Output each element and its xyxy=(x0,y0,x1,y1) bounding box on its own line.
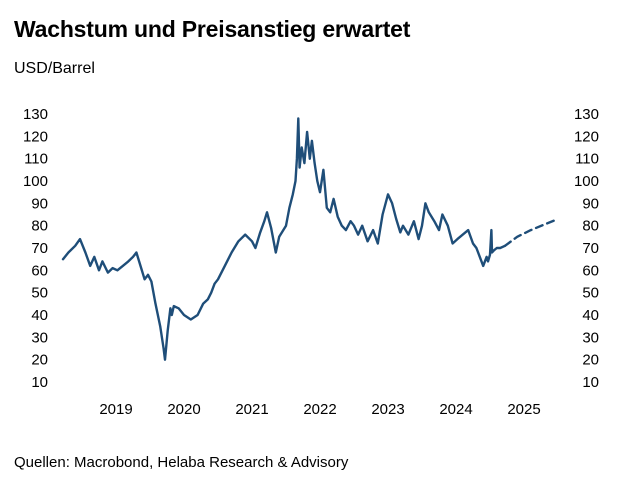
y-tick-label-left: 100 xyxy=(23,173,48,190)
y-tick-label-left: 20 xyxy=(31,352,48,369)
chart-subtitle: USD/Barrel xyxy=(14,60,95,77)
y-tick-label-right: 30 xyxy=(582,329,599,346)
y-tick-label-right: 120 xyxy=(574,128,599,145)
y-tick-label-left: 30 xyxy=(31,329,48,346)
y-tick-label-left: 120 xyxy=(23,128,48,145)
y-tick-label-left: 130 xyxy=(23,106,48,123)
y-tick-label-right: 50 xyxy=(582,285,599,302)
price-line xyxy=(61,117,507,361)
y-tick-label-left: 90 xyxy=(31,195,48,212)
chart-title: Wachstum und Preisanstieg erwartet xyxy=(14,16,411,42)
y-axis-left: 10 20 30 40 50 60 70 80 90 100 110 120 130 xyxy=(23,106,48,391)
x-tick-label: 2019 xyxy=(99,401,132,418)
y-tick-label-right: 20 xyxy=(582,352,599,369)
x-tick-label: 2021 xyxy=(235,401,268,418)
y-tick-label-right: 70 xyxy=(582,240,599,257)
y-tick-label-left: 80 xyxy=(31,218,48,235)
y-tick-label-right: 130 xyxy=(574,106,599,123)
y-tick-label-left: 40 xyxy=(31,307,48,324)
plot-area xyxy=(61,117,560,361)
y-tick-label-left: 50 xyxy=(31,285,48,302)
y-tick-label-right: 90 xyxy=(582,195,599,212)
x-axis: 2019 2020 2021 2022 2023 2024 2025 xyxy=(99,401,540,418)
y-tick-label-right: 10 xyxy=(582,374,599,391)
y-axis-right: 10 20 30 40 50 60 70 80 90 100 110 120 130 xyxy=(574,106,599,391)
y-tick-label-right: 80 xyxy=(582,218,599,235)
x-tick-label: 2020 xyxy=(167,401,200,418)
forecast-line xyxy=(503,217,560,248)
x-tick-label: 2022 xyxy=(303,401,336,418)
y-tick-label-left: 110 xyxy=(24,151,48,168)
x-tick-label: 2024 xyxy=(439,401,472,418)
source-note: Quellen: Macrobond, Helaba Research & Ad… xyxy=(14,454,349,471)
x-tick-label: 2025 xyxy=(507,401,540,418)
y-tick-label-right: 110 xyxy=(575,151,599,168)
y-tick-label-right: 40 xyxy=(582,307,599,324)
y-tick-label-left: 60 xyxy=(31,262,48,279)
y-tick-label-left: 70 xyxy=(31,240,48,257)
y-tick-label-left: 10 xyxy=(31,374,48,391)
x-tick-label: 2023 xyxy=(371,401,404,418)
y-tick-label-right: 60 xyxy=(582,262,599,279)
y-tick-label-right: 100 xyxy=(574,173,599,190)
